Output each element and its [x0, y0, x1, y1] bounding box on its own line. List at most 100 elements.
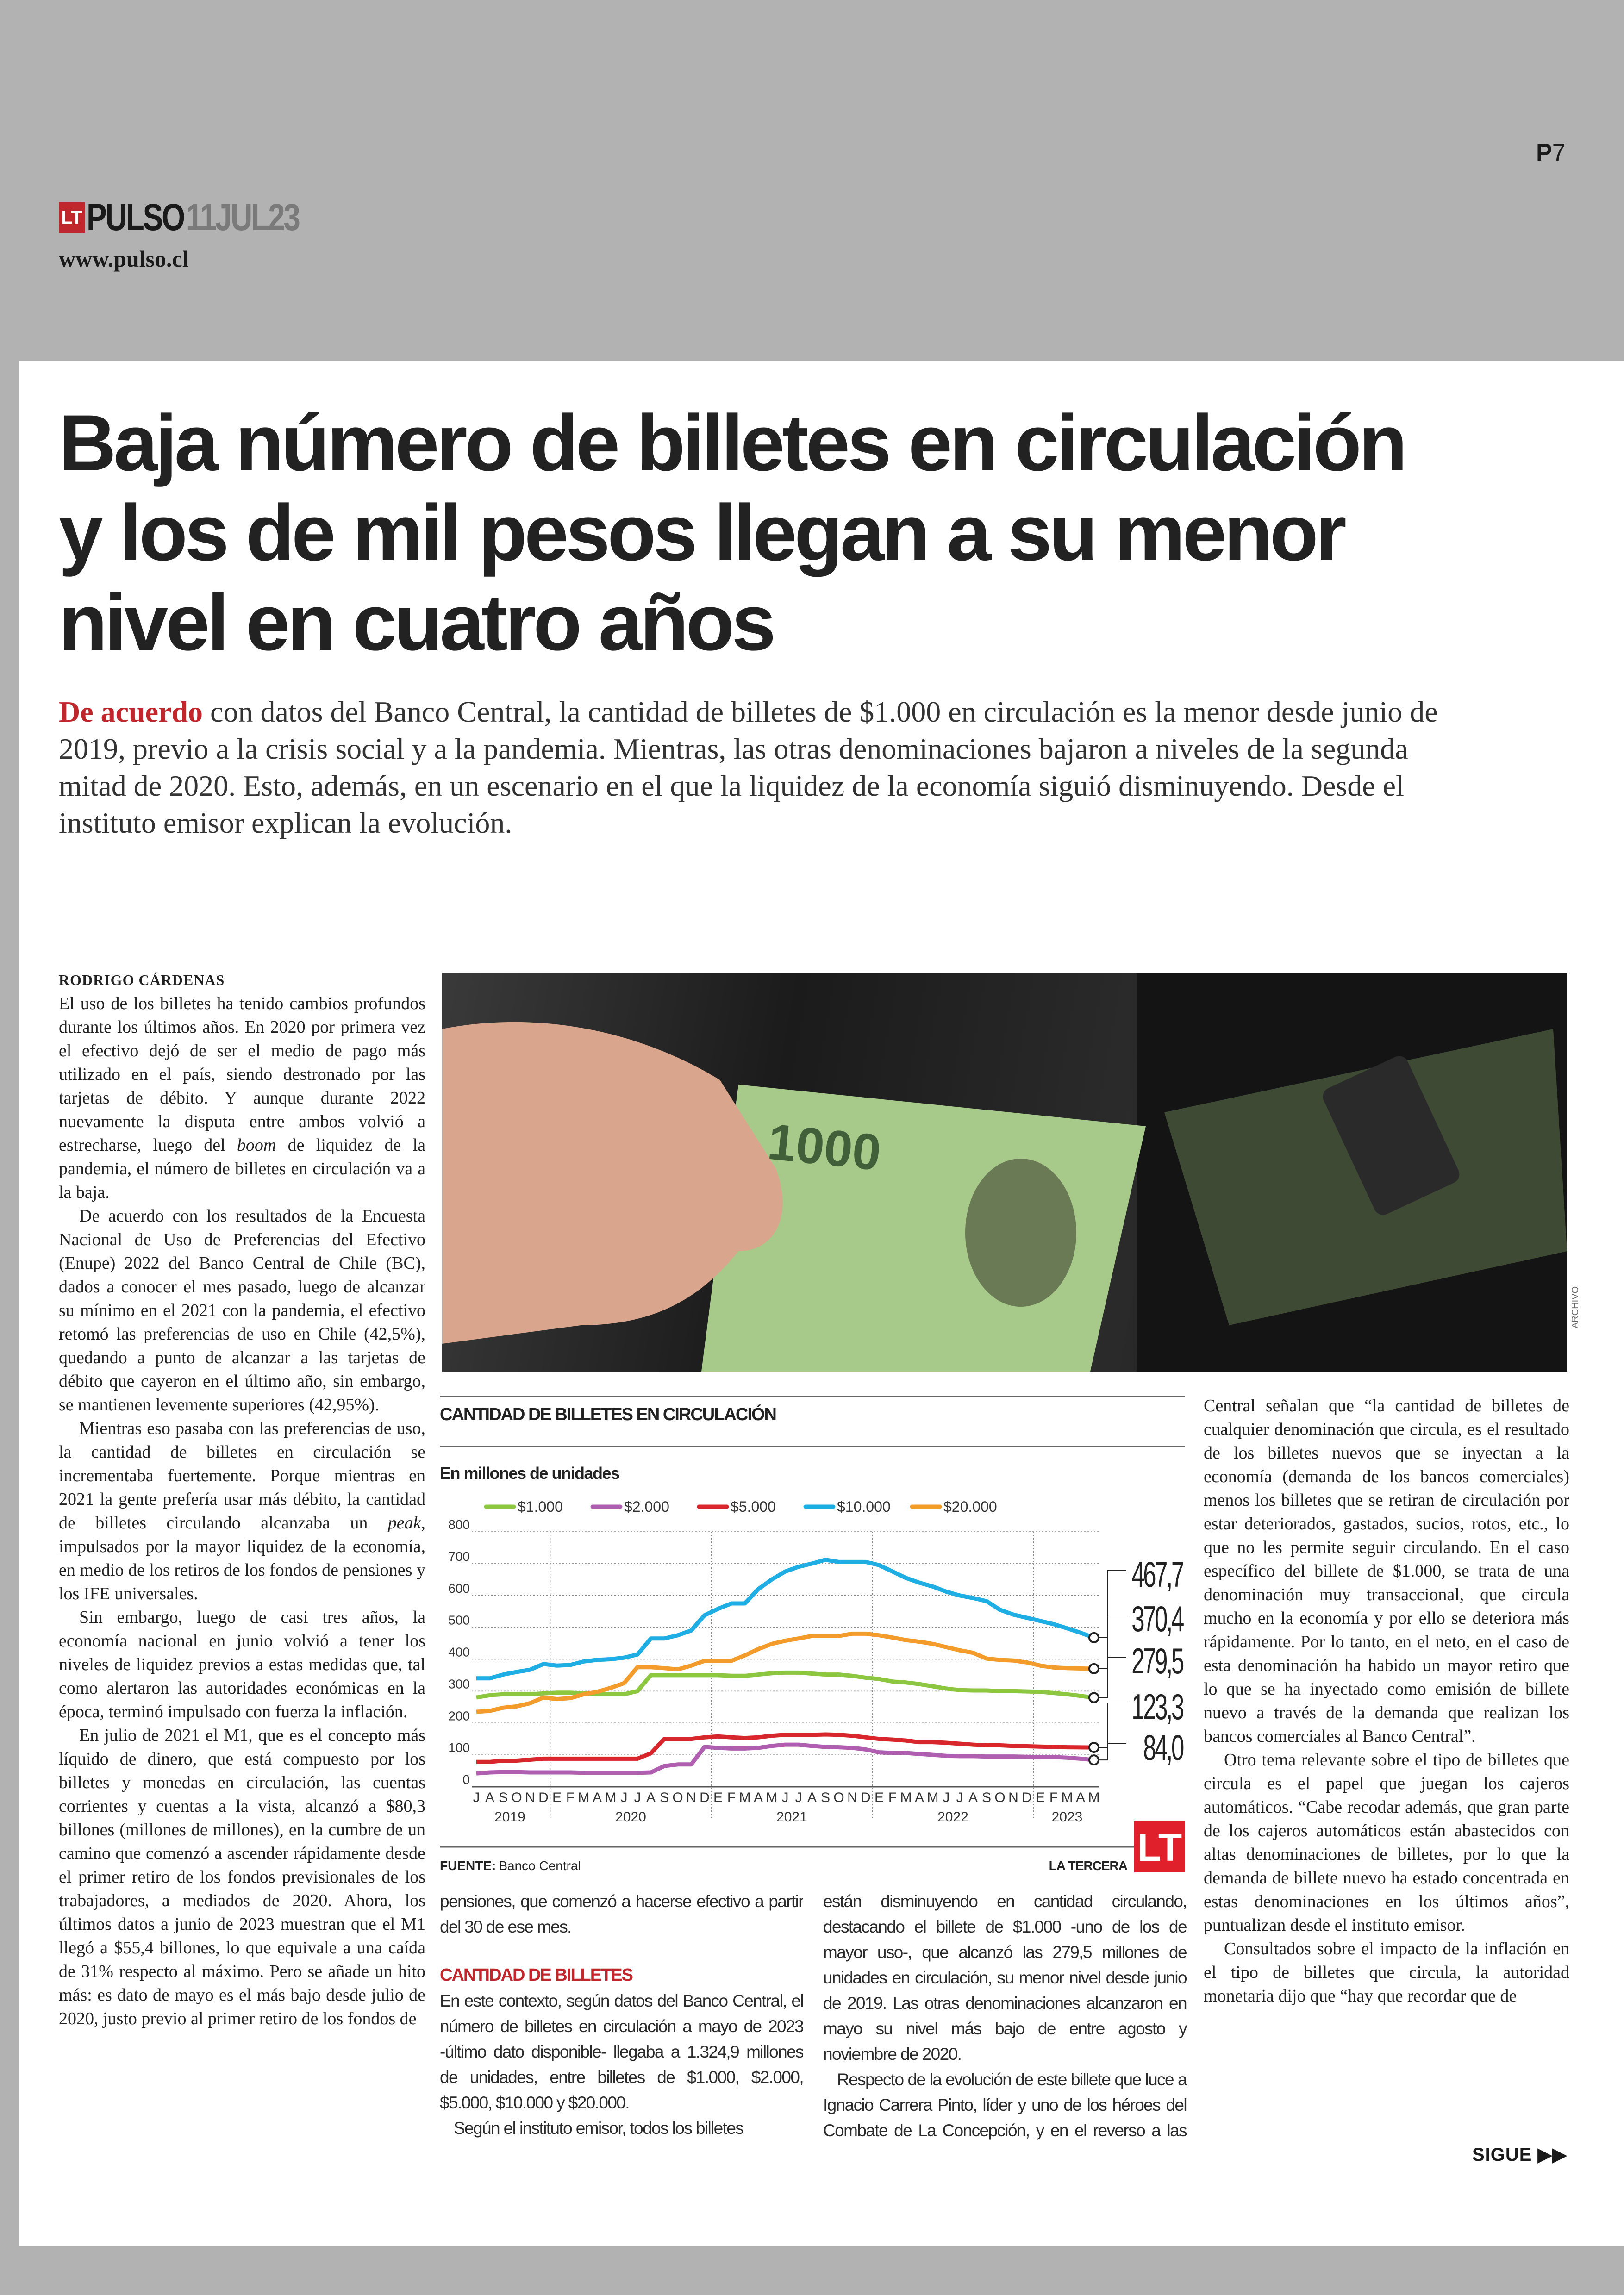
page-number: P7 — [1536, 139, 1566, 166]
year-label: 2022 — [937, 1809, 968, 1825]
y-tick-label: 300 — [448, 1677, 470, 1691]
deck: De acuerdo con datos del Banco Central, … — [59, 695, 1438, 839]
y-tick-label: 0 — [462, 1772, 470, 1787]
x-tick-label: E — [874, 1790, 884, 1805]
end-value-label: 279,5 — [1131, 1641, 1183, 1681]
la-tercera-logo: LT — [59, 202, 85, 233]
article-column-2: pensiones, que comenzó a hacerse efectiv… — [440, 1892, 803, 2138]
byline: RODRIGO CÁRDENAS — [59, 972, 225, 988]
issue-date: 11JUL23 — [186, 196, 300, 238]
x-tick-label: D — [1022, 1790, 1032, 1805]
publisher-name: LA TERCERA — [1049, 1858, 1128, 1873]
y-tick-label: 400 — [448, 1645, 470, 1659]
x-tick-label: D — [861, 1790, 871, 1805]
y-tick-label: 200 — [448, 1709, 470, 1723]
x-tick-label: E — [713, 1790, 723, 1805]
x-tick-label: O — [994, 1790, 1005, 1805]
x-tick-label: D — [538, 1790, 549, 1805]
article-column-1: RODRIGO CÁRDENAS El uso de los billetes … — [59, 968, 425, 2144]
publisher-logo-text: LT — [1137, 1826, 1182, 1869]
article-column-3: están disminuyendo en cantidad circuland… — [823, 1892, 1187, 2148]
x-tick-label: J — [956, 1790, 963, 1805]
end-label-connector — [1099, 1615, 1126, 1669]
x-tick-label: N — [847, 1790, 857, 1805]
end-label-connector — [1099, 1743, 1126, 1761]
series-line — [476, 1732, 1094, 1764]
masthead: LT PULSO 11JUL23 — [59, 196, 352, 238]
end-point-marker — [1088, 1632, 1099, 1643]
x-tick-label: A — [485, 1790, 494, 1805]
legend-label: $2.000 — [624, 1498, 669, 1515]
series-line — [476, 1558, 1095, 1681]
hand — [442, 1022, 783, 1344]
series-line — [476, 1670, 1094, 1700]
x-tick-label: O — [833, 1790, 844, 1805]
x-tick-label: J — [782, 1790, 789, 1805]
y-tick-label: 800 — [448, 1517, 470, 1532]
chart-subtitle: En millones de unidades — [440, 1464, 619, 1483]
y-tick-label: 600 — [448, 1581, 470, 1596]
continue-marker: SIGUE ▶▶ — [1472, 2145, 1568, 2165]
end-value-label: 467,7 — [1131, 1554, 1183, 1594]
x-tick-label: O — [672, 1790, 683, 1805]
x-tick-label: A — [968, 1790, 978, 1805]
x-tick-label: J — [634, 1790, 641, 1805]
end-label-connector — [1099, 1657, 1126, 1698]
x-tick-label: S — [499, 1790, 508, 1805]
drawer-clip — [1323, 1056, 1460, 1215]
legend-label: $10.000 — [837, 1498, 891, 1515]
x-tick-label: A — [754, 1790, 763, 1805]
x-tick-label: M — [739, 1790, 751, 1805]
y-tick-label: 100 — [448, 1740, 470, 1755]
y-tick-label: 500 — [448, 1613, 470, 1628]
year-label: 2019 — [494, 1809, 525, 1825]
x-tick-label: A — [646, 1790, 656, 1805]
y-tick-label: 700 — [448, 1549, 470, 1564]
x-tick-label: M — [766, 1790, 778, 1805]
end-point-marker — [1088, 1754, 1099, 1766]
x-tick-label: D — [700, 1790, 710, 1805]
headline: Baja número de billetes en circulación y … — [59, 399, 1407, 667]
chart-title: CANTIDAD DE BILLETES EN CIRCULACIÓN — [440, 1404, 776, 1424]
x-tick-label: M — [900, 1790, 912, 1805]
photo-credit: ARCHIVO — [1570, 1286, 1580, 1328]
x-tick-label: S — [821, 1790, 830, 1805]
x-tick-label: A — [593, 1790, 602, 1805]
end-point-marker — [1088, 1663, 1099, 1674]
x-tick-label: S — [660, 1790, 669, 1805]
year-label: 2020 — [615, 1809, 646, 1825]
article-photo: 1000 — [442, 973, 1567, 1372]
x-tick-label: N — [686, 1790, 696, 1805]
x-tick-label: O — [511, 1790, 522, 1805]
x-tick-label: M — [927, 1790, 939, 1805]
x-tick-label: E — [552, 1790, 562, 1805]
x-tick-label: A — [1076, 1790, 1085, 1805]
x-tick-label: M — [1062, 1790, 1073, 1805]
section-title: PULSO 11JUL23 — [87, 196, 300, 238]
year-label: 2021 — [776, 1809, 807, 1825]
x-tick-label: F — [1049, 1790, 1058, 1805]
legend: $1.000 $2.000 $5.000 $10.000 $20.000 — [484, 1498, 997, 1515]
end-value-label: 84,0 — [1143, 1727, 1183, 1767]
x-tick-label: E — [1036, 1790, 1045, 1805]
end-label-connector — [1099, 1570, 1126, 1638]
x-tick-label: N — [525, 1790, 535, 1805]
subheading: CANTIDAD DE BILLETES — [440, 1965, 633, 1985]
series-line — [476, 1742, 1094, 1776]
end-value-label: 123,3 — [1131, 1687, 1183, 1727]
x-tick-label: M — [578, 1790, 590, 1805]
x-tick-label: N — [1008, 1790, 1018, 1805]
x-tick-label: F — [566, 1790, 575, 1805]
x-tick-label: A — [915, 1790, 924, 1805]
portrait — [965, 1159, 1076, 1307]
x-tick-label: J — [473, 1790, 480, 1805]
end-point-marker — [1088, 1742, 1099, 1753]
year-label: 2023 — [1052, 1809, 1083, 1825]
x-tick-label: J — [795, 1790, 802, 1805]
svg-text:1000: 1000 — [765, 1113, 883, 1182]
x-tick-label: S — [982, 1790, 991, 1805]
website-link[interactable]: www.pulso.cl — [59, 246, 189, 272]
x-tick-label: A — [807, 1790, 817, 1805]
